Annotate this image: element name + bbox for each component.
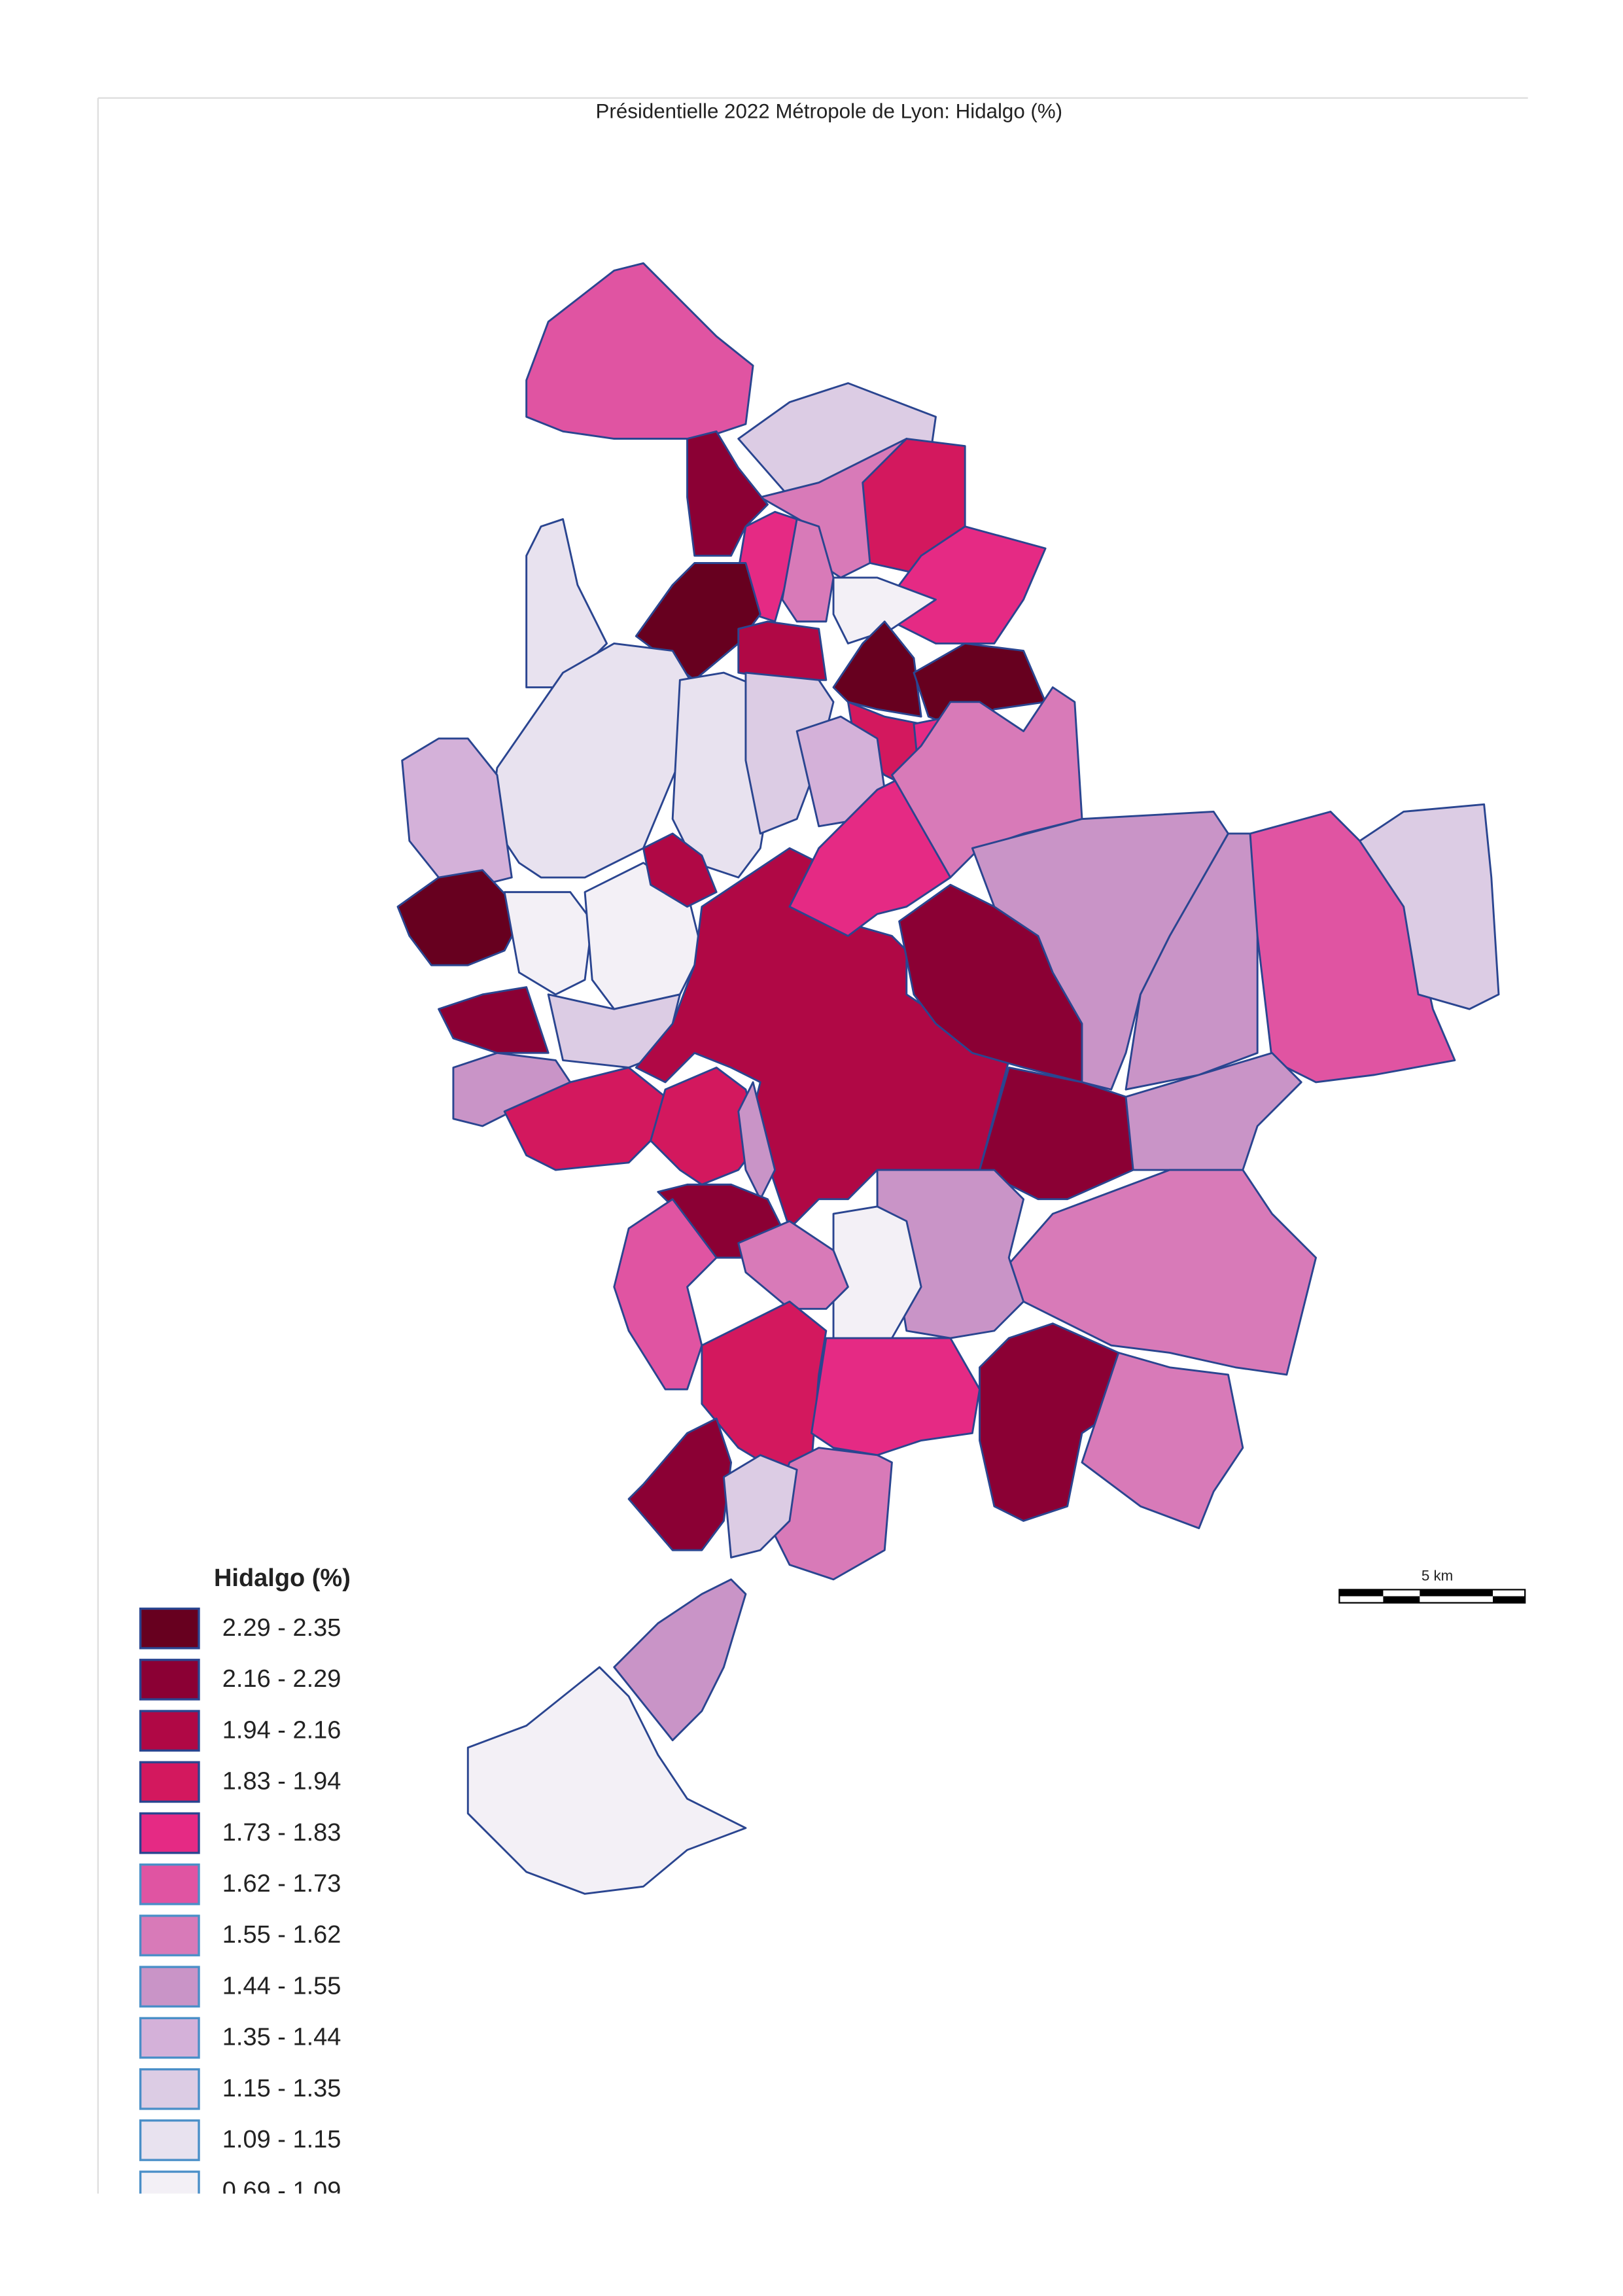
region (613, 1578, 747, 1742)
scale-segment (1339, 1589, 1384, 1597)
region (438, 986, 550, 1054)
region (722, 1454, 798, 1559)
legend-label: 1.94 - 2.16 (222, 1716, 341, 1744)
region (1359, 803, 1500, 1010)
region (466, 1666, 747, 1895)
legend: Hidalgo (%) 2.29 - 2.35 2.16 - 2.29 1.94 -… (139, 1564, 351, 2204)
legend-label: 1.09 - 1.15 (222, 2126, 341, 2153)
region (613, 1198, 718, 1390)
region (744, 671, 835, 835)
legend-label: 2.29 - 2.35 (222, 1614, 341, 1642)
scale-segment (1493, 1596, 1526, 1603)
region (737, 1081, 777, 1201)
region (396, 869, 525, 966)
region (401, 737, 513, 886)
legend-label: 0.69 - 1.09 (222, 2177, 341, 2204)
legend-title: Hidalgo (%) (214, 1564, 351, 1592)
legend-label: 1.35 - 1.44 (222, 2024, 341, 2051)
region (811, 1337, 981, 1457)
region (627, 1417, 733, 1551)
regions (396, 262, 1500, 1895)
legend-swatch (139, 1607, 200, 1650)
region (979, 1322, 1127, 1522)
scale-label: 5 km (1422, 1567, 1453, 1583)
legend-label: 1.15 - 1.35 (222, 2075, 341, 2102)
region (525, 262, 754, 440)
legend-swatch (139, 1761, 200, 1803)
region (737, 1220, 849, 1310)
legend-swatch (139, 1915, 200, 1956)
region (737, 620, 828, 681)
scale-bar: 5 km (1338, 1567, 1526, 1604)
region (1125, 1051, 1302, 1171)
legend-swatch (139, 2119, 200, 2161)
scale-segment (1383, 1596, 1420, 1603)
legend-swatch (139, 1812, 200, 1854)
region (781, 518, 835, 623)
region (503, 891, 593, 996)
region (1081, 1351, 1244, 1530)
legend-swatch (139, 1966, 200, 2008)
legend-swatch (139, 1659, 200, 1701)
region (650, 1067, 761, 1186)
legend-label: 2.16 - 2.29 (222, 1665, 341, 1693)
legend-label: 1.55 - 1.62 (222, 1921, 341, 1949)
legend-label: 1.83 - 1.94 (222, 1768, 341, 1795)
region (525, 518, 608, 688)
legend-label: 1.44 - 1.55 (222, 1972, 341, 2000)
region (832, 576, 937, 645)
region (642, 832, 718, 908)
scale-segment (1420, 1589, 1493, 1597)
region (876, 525, 1047, 645)
legend-swatch (139, 2068, 200, 2110)
legend-swatch (139, 1710, 200, 1752)
legend-swatch (139, 1863, 200, 1905)
region (971, 810, 1229, 1091)
legend-swatch (139, 2170, 200, 2194)
legend-swatch (139, 2017, 200, 2059)
legend-label: 1.73 - 1.83 (222, 1819, 341, 1846)
legend-label: 1.62 - 1.73 (222, 1870, 341, 1898)
map-title: Présidentielle 2022 Métropole de Lyon: H… (596, 99, 1063, 122)
